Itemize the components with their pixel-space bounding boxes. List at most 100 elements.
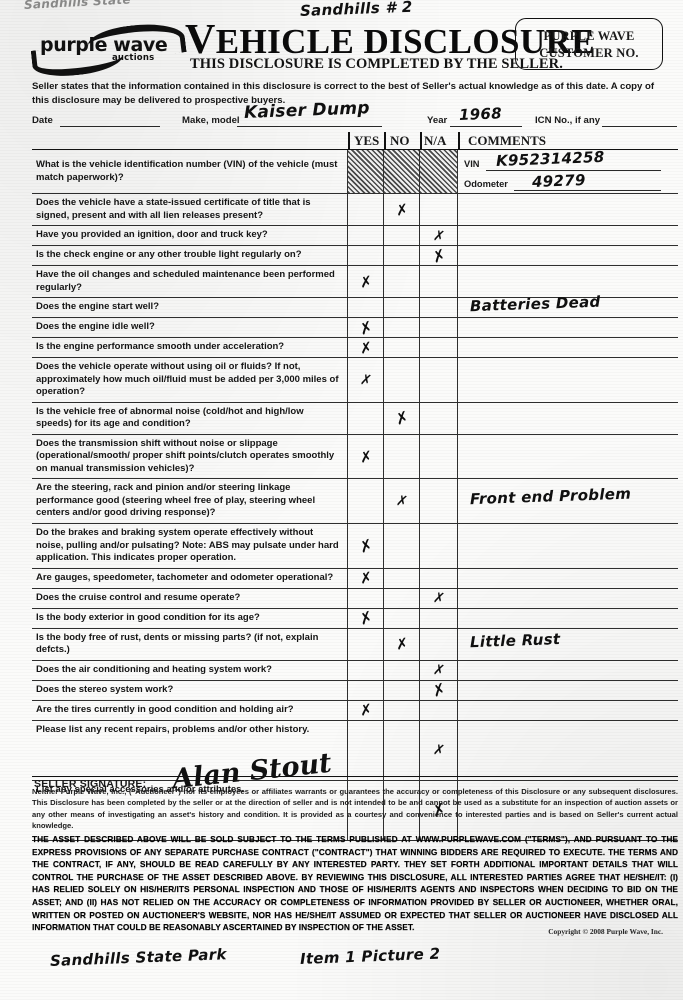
comments-cell-vin[interactable]: VIN K952314258 Odometer 49279 bbox=[458, 148, 678, 193]
answer-cell-yes[interactable] bbox=[348, 246, 384, 266]
answer-cell-na[interactable]: ✗ bbox=[420, 244, 458, 267]
answer-cell-no[interactable] bbox=[384, 434, 420, 479]
answer-cell-yes[interactable]: ✗ bbox=[348, 523, 384, 568]
answer-cell-na[interactable] bbox=[420, 402, 458, 434]
comments-cell[interactable] bbox=[458, 194, 678, 225]
answer-cell-no[interactable] bbox=[384, 720, 420, 780]
answer-cell-no[interactable] bbox=[384, 298, 420, 318]
answer-cell-yes[interactable] bbox=[348, 150, 384, 193]
answer-cell-no[interactable] bbox=[384, 338, 420, 358]
answer-cell-no[interactable] bbox=[384, 226, 420, 246]
comments-cell[interactable] bbox=[458, 266, 678, 297]
comments-cell[interactable]: Little Rust bbox=[458, 629, 678, 660]
year-label: Year bbox=[427, 115, 448, 126]
answer-cell-yes[interactable]: ✗ bbox=[348, 434, 384, 479]
table-row: Is the check engine or any other trouble… bbox=[32, 244, 678, 267]
answer-cell-yes[interactable]: ✗ bbox=[348, 317, 384, 339]
comments-cell[interactable] bbox=[458, 524, 678, 568]
answer-cell-no[interactable] bbox=[384, 608, 420, 628]
answer-cell-yes[interactable] bbox=[348, 680, 384, 700]
answer-cell-na[interactable] bbox=[420, 358, 458, 402]
answer-cell-yes[interactable]: ✗ bbox=[348, 358, 384, 402]
answer-cell-na[interactable] bbox=[420, 628, 458, 660]
answer-cell-na[interactable] bbox=[420, 608, 458, 628]
comments-cell[interactable] bbox=[458, 721, 678, 780]
answer-cell-no[interactable] bbox=[384, 150, 420, 193]
answer-cell-no[interactable] bbox=[384, 700, 420, 720]
comments-cell[interactable] bbox=[458, 403, 678, 434]
answer-cell-na[interactable]: ✗ bbox=[420, 588, 458, 608]
answer-cell-no[interactable]: ✗ bbox=[384, 628, 420, 660]
answer-cell-na[interactable] bbox=[420, 338, 458, 358]
answer-cell-no[interactable] bbox=[384, 318, 420, 338]
answer-cell-no[interactable] bbox=[384, 246, 420, 266]
table-row: Please list any recent repairs, problems… bbox=[32, 720, 678, 781]
customer-number-line2: CUSTOMER NO. bbox=[539, 45, 639, 60]
question-text: Do the brakes and braking system operate… bbox=[32, 523, 348, 568]
answer-cell-na[interactable]: ✗ bbox=[420, 226, 458, 245]
answer-cell-na[interactable] bbox=[420, 266, 458, 298]
answer-cell-yes[interactable] bbox=[348, 402, 384, 434]
answer-cell-na[interactable] bbox=[420, 479, 458, 523]
answer-cell-na[interactable] bbox=[420, 700, 458, 720]
comments-cell[interactable] bbox=[458, 358, 678, 402]
answer-cell-no[interactable] bbox=[384, 660, 420, 680]
answer-cell-na[interactable] bbox=[420, 568, 458, 588]
date-label: Date bbox=[32, 115, 53, 126]
answer-cell-no[interactable]: ✗ bbox=[384, 479, 420, 523]
bold-legal-text: THE ASSET DESCRIBED ABOVE WILL BE SOLD S… bbox=[32, 834, 678, 933]
comments-cell[interactable] bbox=[458, 701, 678, 720]
answer-cell-na[interactable]: ✗ bbox=[420, 720, 458, 780]
comments-cell[interactable] bbox=[458, 318, 678, 337]
answer-cell-no[interactable] bbox=[384, 568, 420, 588]
comments-cell[interactable] bbox=[458, 569, 678, 588]
answer-cell-no[interactable] bbox=[384, 588, 420, 608]
answer-cell-na[interactable] bbox=[420, 298, 458, 318]
answer-cell-yes[interactable]: ✗ bbox=[348, 607, 384, 629]
answer-cell-no[interactable]: ✗ bbox=[384, 402, 420, 434]
answer-cell-yes[interactable]: ✗ bbox=[348, 266, 384, 298]
answer-cell-yes[interactable]: ✗ bbox=[348, 700, 384, 720]
comments-cell[interactable]: Front end Problem bbox=[458, 479, 678, 523]
comments-cell[interactable] bbox=[458, 338, 678, 357]
answer-cell-no[interactable] bbox=[384, 266, 420, 298]
answer-cell-yes[interactable] bbox=[348, 479, 384, 523]
checkmark-icon: ✗ bbox=[431, 588, 446, 608]
answer-cell-no[interactable] bbox=[384, 680, 420, 700]
table-body: Does the vehicle have a state-issued cer… bbox=[32, 194, 678, 841]
answer-cell-na[interactable]: ✗ bbox=[420, 660, 458, 680]
answer-cell-no[interactable]: ✗ bbox=[384, 194, 420, 226]
answer-cell-yes[interactable] bbox=[348, 194, 384, 226]
answer-cell-na[interactable] bbox=[420, 194, 458, 226]
answer-cell-na[interactable] bbox=[420, 434, 458, 479]
question-text: Have you provided an ignition, door and … bbox=[32, 226, 348, 246]
comments-cell[interactable] bbox=[458, 681, 678, 700]
answer-cell-na[interactable] bbox=[420, 523, 458, 568]
answer-cell-no[interactable] bbox=[384, 780, 420, 840]
answer-cell-na[interactable]: ✗ bbox=[420, 679, 458, 701]
answer-cell-yes[interactable] bbox=[348, 780, 384, 840]
comments-cell[interactable] bbox=[458, 589, 678, 608]
comments-cell[interactable] bbox=[458, 226, 678, 245]
answer-cell-yes[interactable] bbox=[348, 226, 384, 246]
answer-cell-yes[interactable] bbox=[348, 588, 384, 608]
comments-cell[interactable] bbox=[458, 609, 678, 628]
checkmark-icon: ✗ bbox=[431, 225, 446, 246]
answer-cell-na[interactable]: ✗ bbox=[420, 780, 458, 840]
answer-cell-yes[interactable] bbox=[348, 628, 384, 660]
answer-cell-yes[interactable] bbox=[348, 660, 384, 680]
comments-cell[interactable]: Batteries Dead bbox=[458, 292, 678, 317]
answer-cell-na[interactable] bbox=[420, 150, 458, 193]
answer-cell-yes[interactable]: ✗ bbox=[348, 338, 384, 357]
answer-cell-yes[interactable]: ✗ bbox=[348, 568, 384, 588]
year-rule bbox=[450, 126, 522, 127]
answer-cell-na[interactable] bbox=[420, 318, 458, 338]
comments-cell[interactable] bbox=[458, 246, 678, 265]
answer-cell-no[interactable] bbox=[384, 358, 420, 402]
answer-cell-yes[interactable] bbox=[348, 298, 384, 318]
answer-cell-no[interactable] bbox=[384, 523, 420, 568]
comment-handwritten: Front end Problem bbox=[469, 484, 632, 509]
comments-cell[interactable] bbox=[458, 661, 678, 680]
answer-cell-yes[interactable] bbox=[348, 720, 384, 780]
comments-cell[interactable] bbox=[458, 435, 678, 479]
